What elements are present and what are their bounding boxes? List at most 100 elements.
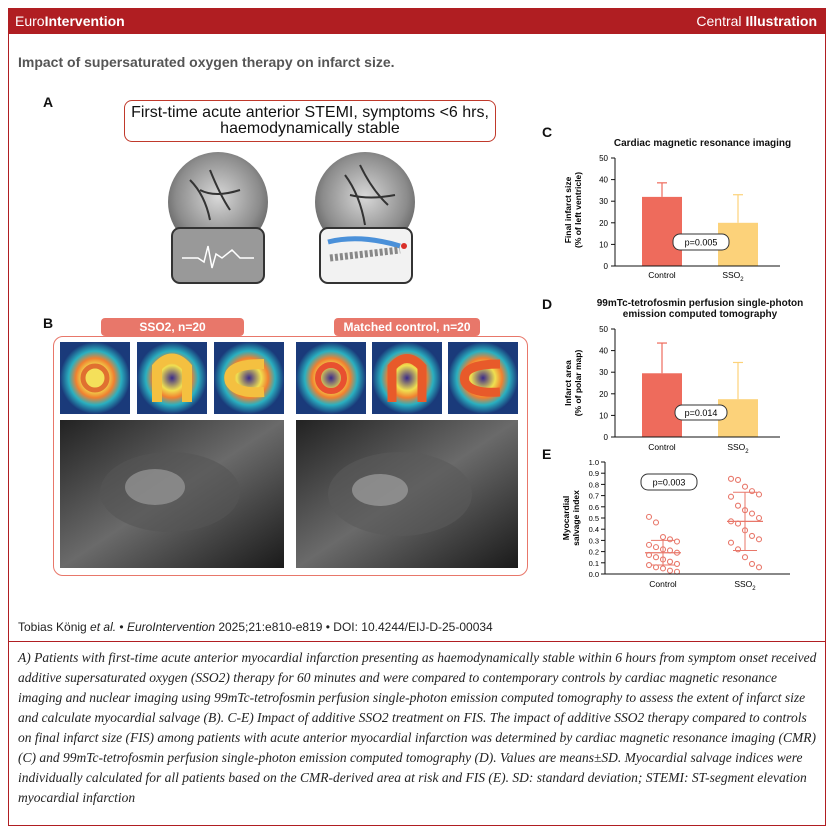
panel-e-ytick-label: 0.9 [589, 469, 599, 478]
panel-c-pvalue-text: p=0.005 [685, 238, 718, 248]
panel-d-label: D [542, 296, 553, 312]
panel-e-point-control [645, 551, 653, 559]
panel-e-point-sso2 [755, 514, 763, 522]
panel-c-ytick-label: 20 [599, 219, 608, 228]
panel-b-label: B [43, 315, 54, 331]
panel-e-ylabel-line2: salvage index [571, 490, 581, 546]
panel-d-ylabel-line2: (% of polar map) [573, 350, 583, 417]
panel-c-ytick-label: 10 [599, 240, 608, 249]
panel-e-point-sso2 [748, 488, 756, 495]
imaging-panel-box [53, 336, 528, 576]
panel-e-point-control [652, 544, 660, 551]
panel-e-point-control [673, 560, 681, 567]
panel-d-ylabel-line1: Infarct area [563, 360, 573, 406]
panel-e-point-control [645, 513, 653, 520]
panel-e-marks [645, 475, 763, 575]
panel-e-yticks: 1.0 0.9 0.8 0.7 0.6 0.5 0.4 0.3 0.2 0.1 0.0 [589, 458, 605, 579]
panel-d-title: 99mTc-tetrofosmin perfusion single-photo… [575, 298, 825, 320]
angiography-illustration [168, 152, 415, 284]
cmr-control-image [296, 420, 518, 568]
panel-e-point-sso2 [734, 502, 742, 509]
panel-d-chart: Infarct area (% of polar map) 50 40 30 20 10… [563, 325, 780, 455]
panel-e-point-sso2 [748, 510, 756, 517]
panel-e-point-sso2 [741, 507, 749, 514]
spect-sso2-images [60, 342, 284, 414]
panel-e-ytick-label: 0.1 [589, 559, 599, 568]
panel-e-point-sso2 [727, 539, 735, 546]
header-bar: EuroIntervention Central Illustration [9, 9, 825, 34]
panel-c-marks [642, 182, 758, 266]
panel-c-axes [614, 158, 780, 267]
spect-control-images [296, 342, 518, 414]
panel-d-ytick-label: 50 [599, 325, 608, 334]
panel-e-point-sso2 [727, 518, 735, 525]
ecg-monitor-icon [171, 227, 265, 284]
figure-caption: A) Patients with first-time acute anteri… [18, 650, 817, 805]
stemi-line1: First-time acute anterior STEMI, symptom… [131, 104, 489, 121]
panel-e-point-sso2 [748, 560, 756, 567]
panel-d-yticks: 50 40 30 20 10 0 [599, 325, 615, 442]
panel-d-bar-control [642, 373, 682, 437]
panel-c-ylabel-line2: (% of left ventricle) [573, 172, 583, 248]
panel-e-point-control [673, 549, 681, 556]
citation-line: Tobias König et al. • EuroIntervention 2… [18, 620, 493, 634]
panel-d-axes [614, 329, 780, 438]
panel-c-cat-control: Control [648, 270, 676, 280]
panel-e-point-sso2 [755, 536, 763, 543]
central-illustration-label: Central Illustration [696, 13, 817, 29]
panel-e-point-sso2 [755, 491, 763, 498]
panel-c-title: Cardiac magnetic resonance imaging [613, 138, 792, 149]
panel-d-cat-sso2: SSO2 [727, 442, 749, 455]
cmr-sso2-image [60, 420, 284, 568]
panel-e-point-control [659, 546, 667, 553]
panel-d-cat-control: Control [648, 442, 676, 452]
figure-frame [8, 8, 826, 826]
panel-e-point-sso2 [741, 527, 749, 534]
panel-d-ytick-label: 30 [599, 368, 608, 377]
panel-d-ytick-label: 10 [599, 411, 608, 420]
panel-e-point-control [666, 567, 674, 574]
control-group-pill: Matched control, n=20 [334, 318, 480, 336]
panel-c-ytick-label: 50 [599, 154, 608, 163]
panel-e-point-control [659, 556, 667, 563]
panel-d-ytick-label: 40 [599, 347, 608, 356]
panel-d-ylabel: Infarct area (% of polar map) [563, 350, 583, 417]
panel-e-point-control [666, 536, 674, 543]
panel-e-point-sso2 [741, 483, 749, 490]
panel-e-pvalue: p=0.003 [640, 473, 698, 491]
panel-c-pvalue: p=0.005 [672, 233, 730, 251]
panel-d-marks [642, 342, 758, 437]
panel-e-point-control [652, 519, 660, 526]
panel-d-title-line2: emission computed tomography [622, 309, 778, 320]
panel-e-ylabel: Myocardial salvage index [561, 490, 581, 546]
panel-e-axes [604, 462, 790, 575]
panel-e-point-sso2 [734, 476, 742, 483]
panel-e-pvalue-text: p=0.003 [653, 478, 686, 488]
panel-e-cat-control: Control [649, 579, 677, 589]
panel-c-yticks: 50 40 30 20 10 0 [599, 154, 615, 271]
panel-e-label: E [542, 446, 552, 462]
panel-e-ytick-label: 0.8 [589, 480, 599, 489]
panel-d-ytick-label: 20 [599, 390, 608, 399]
panel-e-point-control [659, 565, 667, 572]
panel-e-point-sso2 [727, 475, 735, 482]
panel-c-ytick-label: 0 [604, 262, 609, 271]
sso2-group-pill: SSO2, n=20 [101, 318, 244, 336]
brand-logo: EuroIntervention [15, 13, 125, 29]
panel-a-label: A [43, 94, 54, 110]
panel-e-point-control [659, 533, 667, 541]
stemi-criteria-box: First-time acute anterior STEMI, symptom… [124, 100, 496, 142]
panel-e-point-control [652, 564, 660, 571]
panel-d-title-line1: 99mTc-tetrofosmin perfusion single-photo… [596, 298, 804, 309]
panel-e-point-control [652, 554, 660, 561]
panel-e-point-control [673, 538, 681, 545]
panel-e-ytick-label: 0.7 [589, 492, 599, 501]
panel-e-point-sso2 [741, 554, 749, 561]
imaging-grid [60, 342, 518, 568]
panel-e-ytick-label: 0.4 [589, 525, 599, 534]
panel-e-point-control [645, 541, 653, 548]
panel-c-bar-control [642, 196, 682, 266]
panel-c-ytick-label: 40 [599, 176, 608, 185]
panel-c-ylabel-line1: Final infarct size [563, 176, 573, 243]
panel-c-cat-sso2: SSO2 [722, 270, 744, 283]
